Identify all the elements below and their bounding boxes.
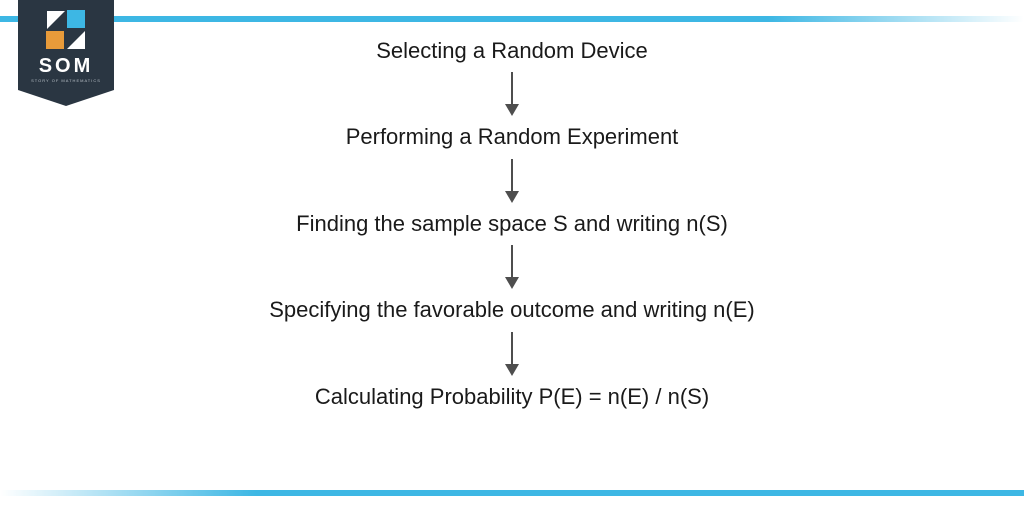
flow-step: Specifying the favorable outcome and wri… xyxy=(269,297,754,323)
flow-step: Finding the sample space S and writing n… xyxy=(296,211,728,237)
brand-logo-icon xyxy=(46,10,86,50)
brand-badge: SOM STORY OF MATHEMATICS xyxy=(18,0,114,102)
brand-tagline: STORY OF MATHEMATICS xyxy=(31,78,101,83)
arrow-down-icon xyxy=(511,245,513,289)
bottom-border-bar xyxy=(0,490,1024,496)
flow-step: Selecting a Random Device xyxy=(376,38,647,64)
arrow-down-icon xyxy=(511,72,513,116)
brand-name: SOM xyxy=(39,56,94,76)
arrow-down-icon xyxy=(511,332,513,376)
arrow-down-icon xyxy=(511,159,513,203)
flow-step: Performing a Random Experiment xyxy=(346,124,679,150)
top-border-bar xyxy=(0,16,1024,22)
flow-step: Calculating Probability P(E) = n(E) / n(… xyxy=(315,384,709,410)
flowchart: Selecting a Random Device Performing a R… xyxy=(0,30,1024,418)
